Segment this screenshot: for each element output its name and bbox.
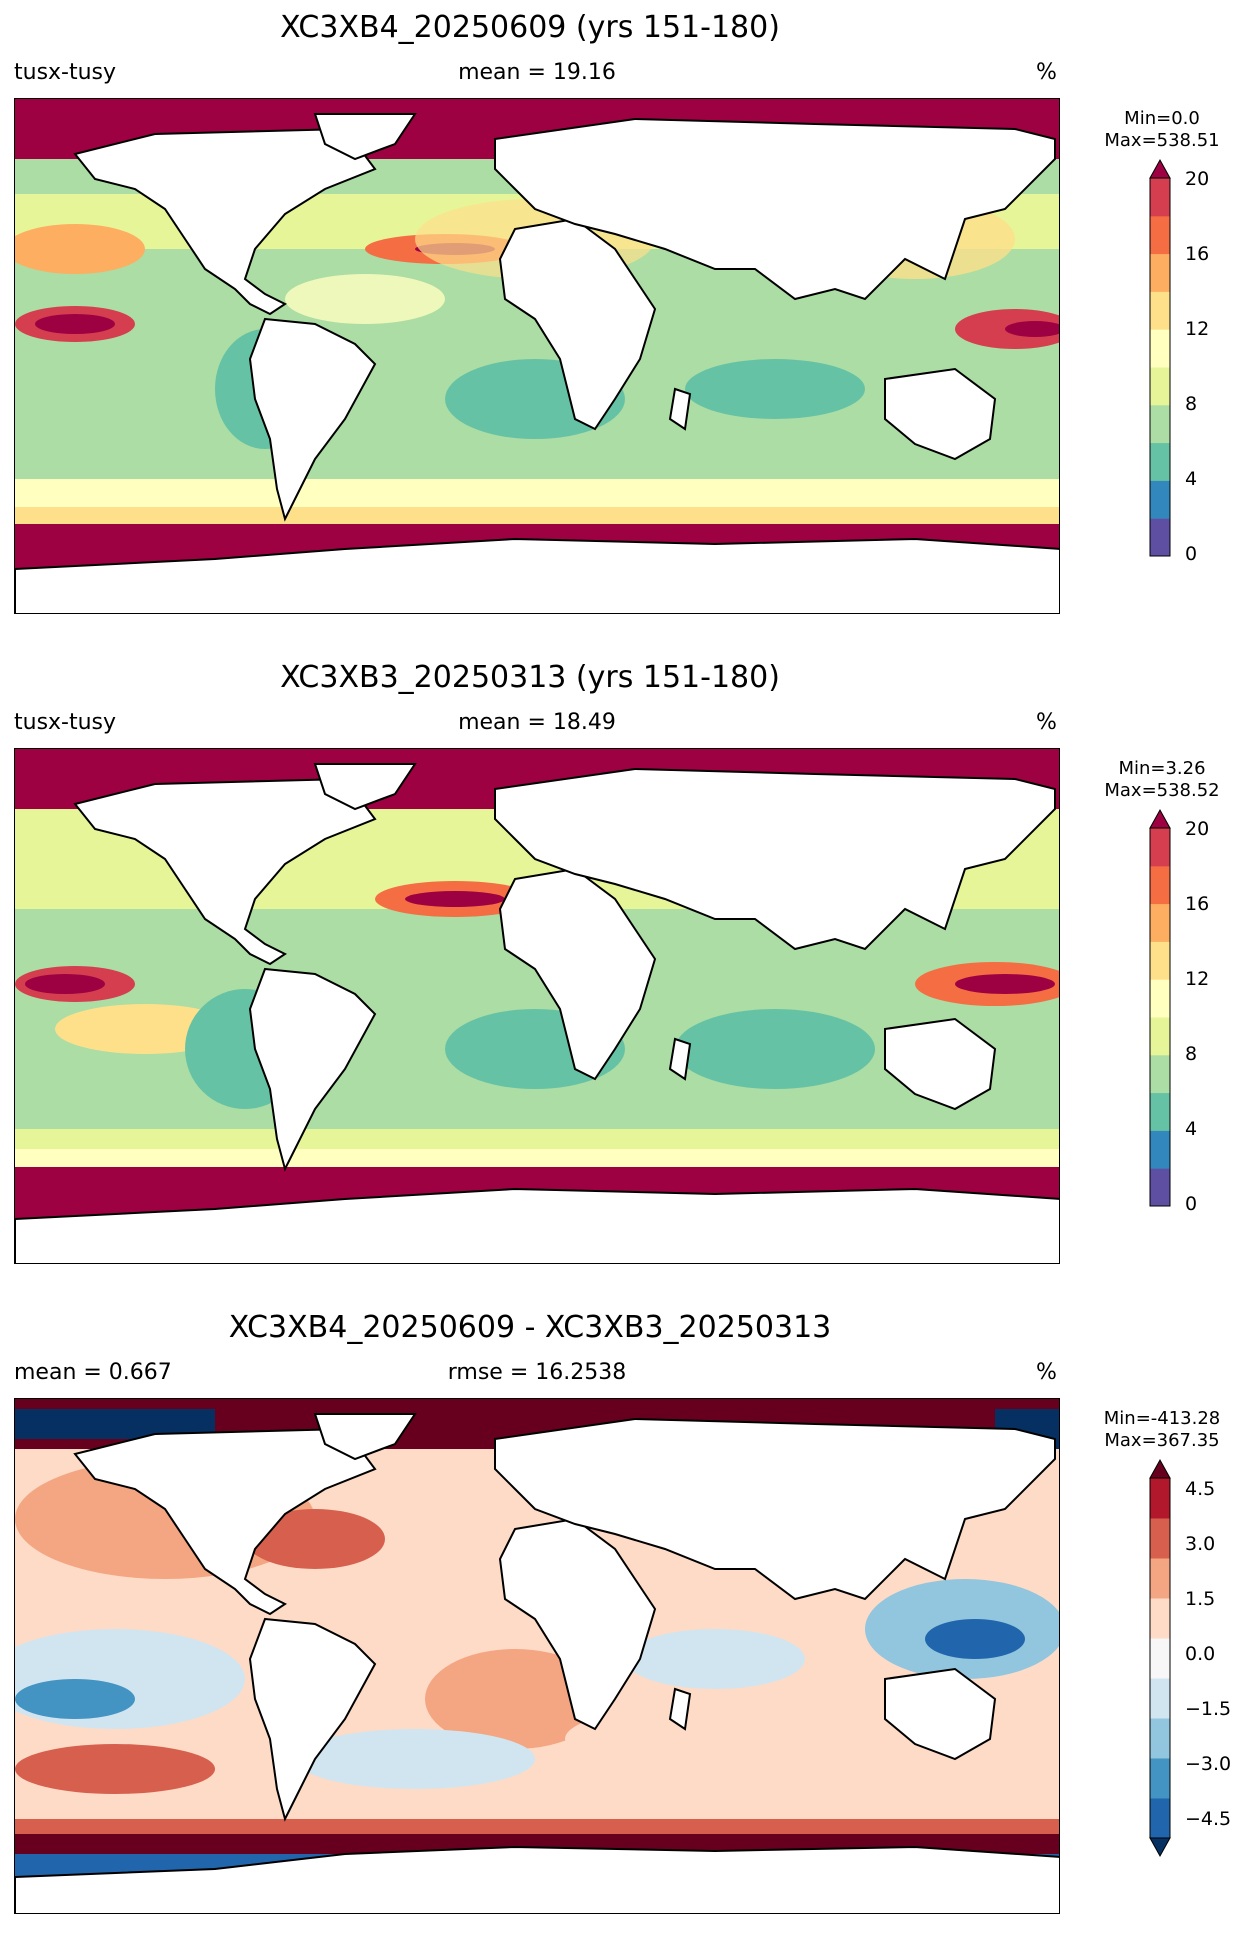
panel1-tick: 16 (1185, 243, 1210, 265)
colorbar-segment (1150, 1054, 1170, 1094)
colorbar-extend-max (1149, 808, 1171, 829)
panel2-colorbar (1149, 808, 1171, 1207)
panel3-tick: 3.0 (1185, 1533, 1216, 1555)
panel2-colorbar-stats: Min=3.26 Max=538.52 (1082, 758, 1242, 802)
colorbar-segment (1150, 1678, 1170, 1719)
panel3-center-label: rmse = 16.2538 (447, 1360, 627, 1385)
colorbar-segment (1150, 329, 1170, 368)
colorbar-segment (1150, 828, 1170, 867)
panel2-tick: 0 (1185, 1193, 1198, 1215)
colorbar-segment (1150, 1518, 1170, 1559)
colorbar-extend-min (1149, 1837, 1171, 1858)
colorbar-extend-max (1149, 1458, 1171, 1479)
colorbar-frame (1149, 1477, 1171, 1839)
colorbar-segment (1150, 291, 1170, 330)
colorbar-segment (1150, 1092, 1170, 1131)
panel2-map (14, 748, 1060, 1264)
colorbar-segment (1150, 480, 1170, 519)
panel3-tick: 0.0 (1185, 1643, 1216, 1665)
colorbar-segment (1150, 1638, 1170, 1679)
panel2-cb-max: Max=538.52 (1104, 780, 1220, 801)
panel1-tick: 0 (1185, 543, 1198, 565)
panel3-tick: 4.5 (1185, 1478, 1216, 1500)
panel1-left-label: tusx-tusy (14, 60, 117, 85)
colorbar-segment (1150, 1017, 1170, 1056)
colorbar-segment (1150, 1718, 1170, 1759)
colorbar-frame (1149, 177, 1171, 557)
panel1-center-label: mean = 19.16 (458, 60, 616, 85)
panel1-right-label: % (1036, 60, 1057, 85)
panel3-tick: −1.5 (1185, 1698, 1232, 1720)
panel2-tick: 16 (1185, 893, 1210, 915)
panel2-tick: 8 (1185, 1043, 1198, 1065)
colorbar-segment (1150, 404, 1170, 444)
panel2-cb-min: Min=3.26 (1118, 758, 1206, 779)
colorbar-segment (1150, 1798, 1170, 1839)
panel1-tick: 12 (1185, 318, 1210, 340)
colorbar-segment (1150, 1130, 1170, 1169)
panel3-title: XC3XB4_20250609 - XC3XB3_20250313 (228, 1310, 832, 1345)
colorbar-segment (1150, 941, 1170, 980)
panel2-tick: 4 (1185, 1118, 1198, 1140)
colorbar-segment (1150, 1168, 1170, 1207)
colorbar-segment (1150, 253, 1170, 292)
colorbar-segment (1150, 442, 1170, 481)
panel1-colorbar (1149, 158, 1171, 557)
panel3-cb-max: Max=367.35 (1104, 1430, 1220, 1451)
colorbar-segment (1150, 1598, 1170, 1639)
panel3-cb-min: Min=-413.28 (1103, 1408, 1221, 1429)
panel1-tick: 20 (1185, 168, 1210, 190)
panel1-tick: 8 (1185, 393, 1198, 415)
panel2-right-label: % (1036, 710, 1057, 735)
colorbar-segment (1150, 367, 1170, 406)
panel2-title: XC3XB3_20250313 (yrs 151-180) (280, 660, 780, 695)
panel1-cb-min: Min=0.0 (1124, 108, 1200, 129)
panel3-tick: −4.5 (1185, 1808, 1232, 1830)
panel2-tick: 12 (1185, 968, 1210, 990)
colorbar-segment (1150, 865, 1170, 905)
panel1-colorbar-stats: Min=0.0 Max=538.51 (1082, 108, 1242, 152)
panel1-title: XC3XB4_20250609 (yrs 151-180) (280, 10, 780, 45)
colorbar-segment (1150, 979, 1170, 1018)
colorbar-segment (1150, 1558, 1170, 1599)
colorbar-segment (1150, 1478, 1170, 1519)
panel1-cb-max: Max=538.51 (1104, 130, 1220, 151)
panel3-tick: −3.0 (1185, 1753, 1232, 1775)
colorbar-segment (1150, 178, 1170, 217)
colorbar-frame (1149, 827, 1171, 1207)
colorbar-segment (1150, 1758, 1170, 1799)
panel1-tick: 4 (1185, 468, 1198, 490)
panel3-right-label: % (1036, 1360, 1057, 1385)
panel3-left-label: mean = 0.667 (14, 1360, 172, 1385)
panel3-map (14, 1398, 1060, 1914)
colorbar-segment (1150, 903, 1170, 942)
panel1-map (14, 98, 1060, 614)
panel3-colorbar-stats: Min=-413.28 Max=367.35 (1082, 1408, 1242, 1452)
colorbar-segment (1150, 215, 1170, 255)
colorbar-extend-max (1149, 158, 1171, 179)
panel2-left-label: tusx-tusy (14, 710, 117, 735)
panel3-tick: 1.5 (1185, 1588, 1216, 1610)
panel2-tick: 20 (1185, 818, 1210, 840)
panel2-center-label: mean = 18.49 (458, 710, 616, 735)
colorbar-segment (1150, 518, 1170, 557)
panel3-colorbar (1149, 1458, 1171, 1858)
